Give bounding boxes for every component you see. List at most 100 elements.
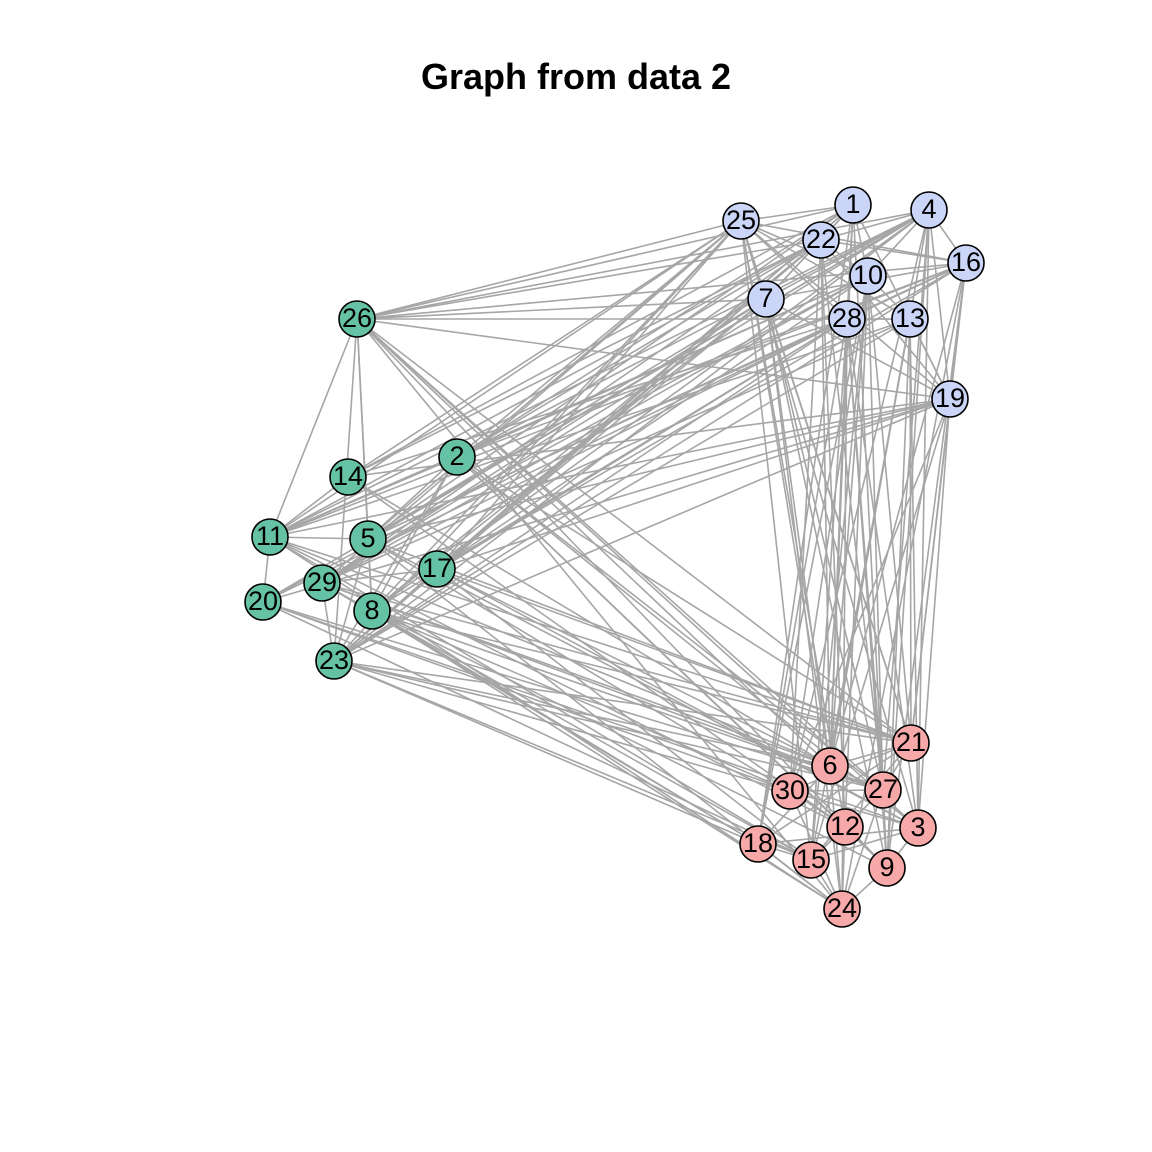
edge: [262, 601, 791, 792]
node-label: 29: [307, 567, 337, 597]
edge: [841, 262, 967, 910]
edge: [321, 582, 812, 861]
edge: [371, 610, 884, 791]
edge: [269, 318, 911, 538]
node-label: 7: [758, 283, 773, 313]
node-circle: [315, 642, 353, 680]
edge: [347, 318, 848, 478]
node-circle: [244, 583, 282, 621]
node-label: 24: [827, 893, 857, 923]
node-circle: [747, 280, 785, 318]
edge: [757, 742, 912, 845]
node-label: 15: [796, 844, 826, 874]
edge: [456, 239, 822, 458]
edge-layer: [262, 204, 967, 910]
edge: [269, 536, 912, 744]
node-label: 19: [935, 383, 965, 413]
node-label: 8: [364, 595, 379, 625]
node-label: 2: [449, 441, 464, 471]
node-label: 4: [921, 194, 936, 224]
node-label: 6: [822, 750, 837, 780]
node-circle: [828, 300, 866, 338]
graph-node-13: 13: [891, 300, 929, 338]
edge: [347, 239, 822, 478]
edge: [333, 318, 848, 662]
node-label: 14: [333, 461, 363, 491]
edge: [789, 398, 951, 792]
node-circle: [303, 564, 341, 602]
edge: [436, 220, 742, 570]
node-circle: [722, 202, 760, 240]
edge: [356, 204, 854, 320]
node-label: 23: [319, 645, 349, 675]
edge: [321, 582, 884, 791]
node-circle: [438, 438, 476, 476]
node-circle: [792, 841, 830, 879]
graph-node-4: 4: [910, 191, 948, 229]
graph-node-5: 5: [349, 520, 387, 558]
edge: [269, 536, 831, 767]
edge: [356, 318, 884, 791]
graph-node-23: 23: [315, 642, 353, 680]
node-layer: 1234567891011121314151617181920212223242…: [244, 186, 985, 928]
edge: [321, 220, 742, 584]
graph-node-9: 9: [868, 849, 906, 887]
graph-node-3: 3: [899, 809, 937, 847]
edge: [321, 582, 912, 744]
edge: [789, 275, 869, 792]
edge: [436, 318, 848, 570]
node-label: 30: [775, 775, 805, 805]
edge: [436, 568, 912, 744]
node-circle: [329, 458, 367, 496]
edge: [262, 601, 812, 861]
node-label: 27: [868, 774, 898, 804]
edge: [765, 298, 888, 869]
edge: [371, 220, 742, 612]
node-circle: [802, 221, 840, 259]
node-circle: [353, 592, 391, 630]
node-circle: [931, 380, 969, 418]
node-circle: [834, 186, 872, 224]
edge: [740, 220, 967, 264]
node-label: 13: [895, 303, 925, 333]
edge: [321, 318, 911, 584]
graph-node-7: 7: [747, 280, 785, 318]
edge: [456, 456, 884, 791]
graph-title: Graph from data 2: [420, 56, 732, 97]
edge: [356, 239, 822, 320]
graph-node-14: 14: [329, 458, 367, 496]
edge: [367, 204, 854, 540]
node-circle: [868, 849, 906, 887]
edge: [269, 398, 951, 538]
edge: [347, 220, 742, 478]
edge: [917, 398, 951, 829]
graph-node-8: 8: [353, 592, 391, 630]
edge: [829, 275, 869, 767]
edge: [356, 220, 742, 320]
node-circle: [823, 890, 861, 928]
edge: [321, 582, 759, 845]
graph-node-15: 15: [792, 841, 830, 879]
graph-node-20: 20: [244, 583, 282, 621]
edge: [321, 318, 848, 584]
graph-node-25: 25: [722, 202, 760, 240]
edge: [333, 456, 458, 662]
graph-node-29: 29: [303, 564, 341, 602]
edge: [740, 220, 848, 320]
node-circle: [338, 300, 376, 338]
node-label: 9: [879, 852, 894, 882]
node-label: 22: [806, 224, 836, 254]
node-circle: [910, 191, 948, 229]
node-label: 18: [743, 828, 773, 858]
node-label: 21: [896, 727, 926, 757]
edge: [867, 275, 912, 744]
edge: [846, 262, 967, 320]
edge: [820, 239, 884, 791]
edge: [829, 318, 848, 767]
edge: [456, 209, 930, 458]
edge: [789, 239, 822, 792]
graph-node-27: 27: [864, 771, 902, 809]
edge: [333, 220, 742, 662]
edge: [371, 610, 888, 869]
